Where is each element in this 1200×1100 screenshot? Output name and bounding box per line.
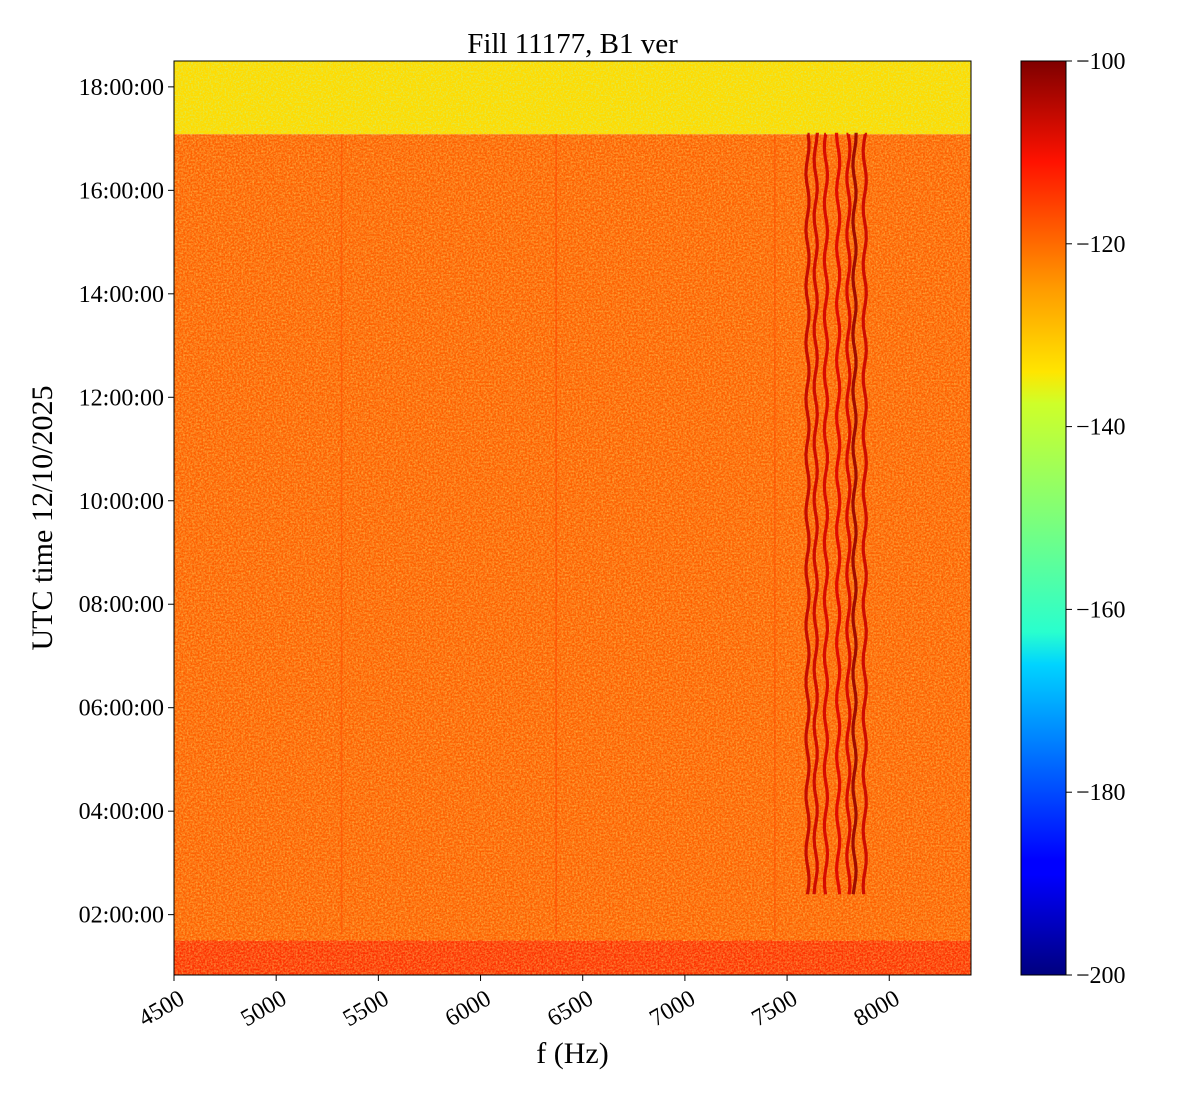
heatmap-noise-0 <box>174 61 971 135</box>
spectral-lines <box>340 132 868 935</box>
colorbar-tick-label-0: −100 <box>1076 49 1126 75</box>
y-tick-label-1: 04:00:00 <box>79 799 164 825</box>
spectral-line-8 <box>851 132 858 895</box>
heatmap-noise-1 <box>174 134 971 941</box>
y-tick-label-4: 10:00:00 <box>79 489 164 515</box>
x-tick-label-6: 7500 <box>748 986 803 1033</box>
y-axis-ticks: 02:00:00 04:00:00 06:00:00 08:00:00 10:00:00… <box>79 75 174 929</box>
colorbar-tick-label-4: −180 <box>1076 780 1126 806</box>
y-axis-label: UTC time 12/10/2025 <box>26 386 59 651</box>
x-tick-label-7: 8000 <box>850 986 905 1033</box>
y-tick-label-8: 18:00:00 <box>79 75 164 101</box>
colorbar-tick-label-1: −120 <box>1076 232 1126 258</box>
heatmap-noise-texture <box>174 61 971 975</box>
x-tick-label-1: 5000 <box>237 986 292 1033</box>
y-tick-label-6: 14:00:00 <box>79 282 164 308</box>
y-tick-label-0: 02:00:00 <box>79 903 164 929</box>
colorbar-tick-label-3: −160 <box>1076 597 1126 623</box>
chart-title: Fill 11177, B1 ver <box>467 28 678 60</box>
x-tick-label-3: 6000 <box>441 986 496 1033</box>
spectral-line-9 <box>861 132 868 895</box>
x-axis-label: f (Hz) <box>536 1037 608 1070</box>
colorbar-tick-label-5: −200 <box>1076 963 1126 989</box>
x-tick-label-4: 6500 <box>543 986 598 1033</box>
x-tick-label-5: 7000 <box>645 986 700 1033</box>
spectral-line-7 <box>845 132 852 895</box>
spectral-line-6 <box>834 132 842 895</box>
y-tick-label-3: 08:00:00 <box>79 592 164 618</box>
y-tick-label-5: 12:00:00 <box>79 385 164 411</box>
spectral-line-5 <box>822 132 830 895</box>
plot-frame <box>173 60 972 976</box>
x-tick-label-0: 4500 <box>134 986 189 1033</box>
x-axis-ticks: 4500 5000 5500 6000 6500 7000 7500 8000 <box>134 975 904 1032</box>
x-tick-label-2: 5500 <box>339 986 394 1033</box>
colorbar-tick-label-2: −140 <box>1076 415 1126 441</box>
heatmap-noise-2 <box>174 940 971 975</box>
colorbar <box>1020 60 1067 976</box>
y-tick-label-2: 06:00:00 <box>79 696 164 722</box>
colorbar-ticks: −100 −120 −140 −160 −180 −200 <box>1066 49 1126 989</box>
plot-area <box>174 61 971 975</box>
spectral-line-3 <box>804 132 811 895</box>
y-tick-label-7: 16:00:00 <box>79 178 164 204</box>
spectral-line-4 <box>812 132 820 895</box>
